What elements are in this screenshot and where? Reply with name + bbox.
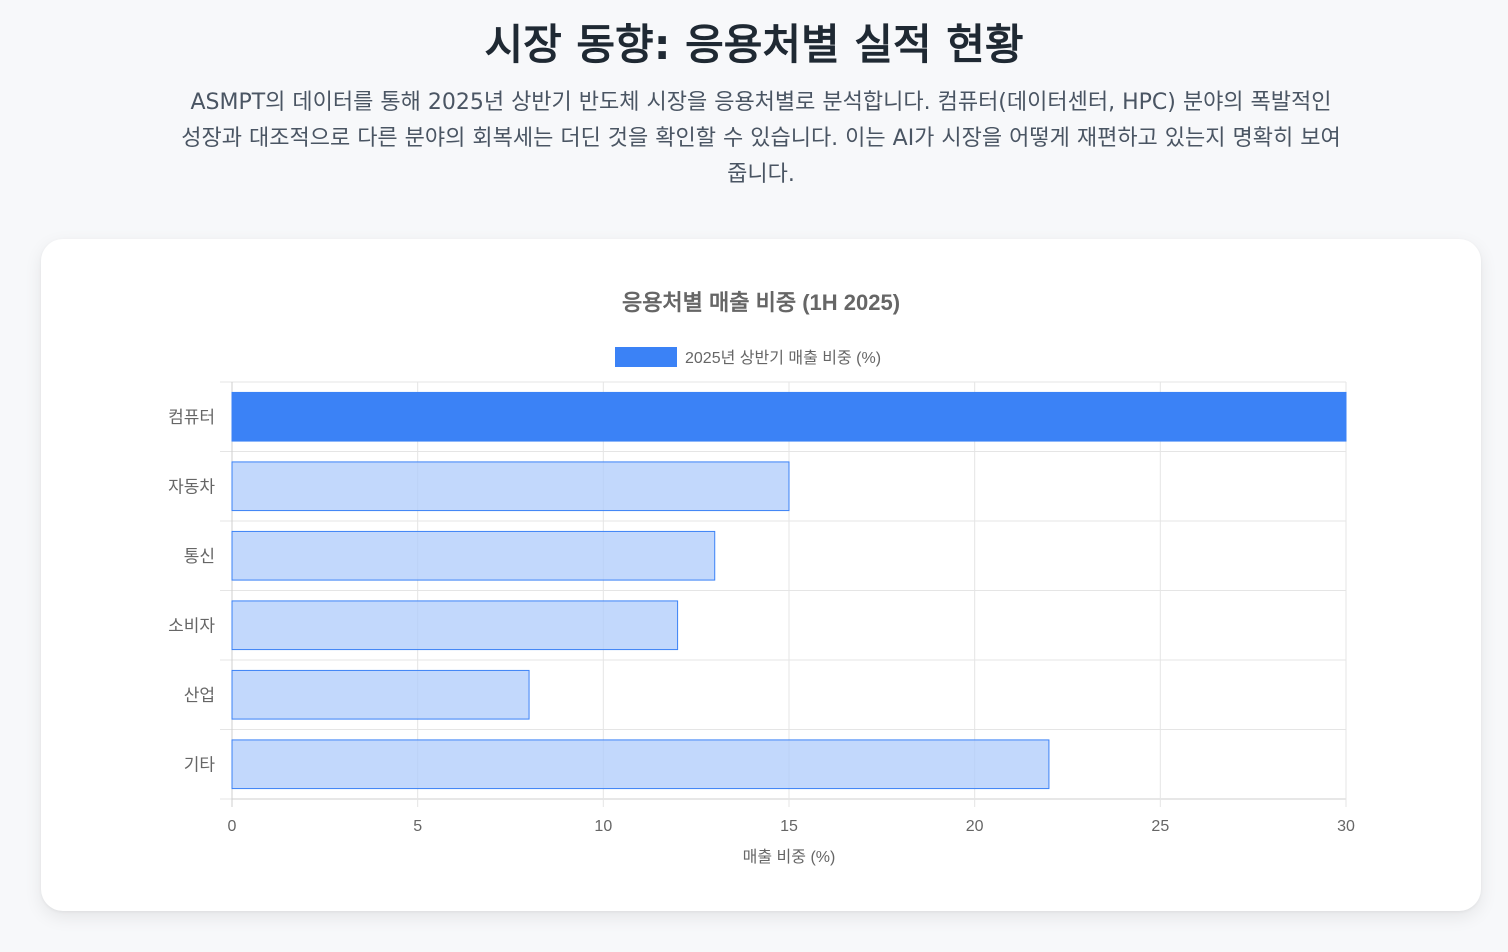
bars bbox=[231, 391, 1347, 790]
bar-5[interactable] bbox=[231, 739, 1050, 790]
legend-swatch bbox=[615, 347, 677, 367]
x-tick-label: 10 bbox=[594, 818, 612, 835]
bar-chart: 응용처별 매출 비중 (1H 2025) 2025년 상반기 매출 비중 (%)… bbox=[168, 290, 1355, 866]
chart-legend[interactable]: 2025년 상반기 매출 비중 (%) bbox=[615, 347, 881, 367]
y-tick-label: 자동차 bbox=[168, 477, 215, 496]
bar-2[interactable] bbox=[231, 530, 716, 581]
chart-title: 응용처별 매출 비중 (1H 2025) bbox=[622, 290, 900, 315]
y-tick-label: 기타 bbox=[184, 755, 216, 774]
bar-1[interactable] bbox=[231, 461, 790, 512]
page-description: ASMPT의 데이터를 통해 2025년 상반기 반도체 시장을 응용처별로 분… bbox=[181, 90, 1341, 187]
bar-0[interactable] bbox=[231, 391, 1347, 442]
x-axis-title: 매출 비중 (%) bbox=[743, 848, 836, 866]
y-tick-label: 산업 bbox=[184, 686, 215, 705]
x-tick-label: 30 bbox=[1337, 818, 1355, 835]
x-tick-label: 25 bbox=[1151, 818, 1169, 835]
legend-label: 2025년 상반기 매출 비중 (%) bbox=[685, 349, 881, 367]
y-tick-label: 컴퓨터 bbox=[168, 408, 215, 427]
grid-lines bbox=[220, 381, 1347, 807]
chart-card: 응용처별 매출 비중 (1H 2025) 2025년 상반기 매출 비중 (%)… bbox=[41, 239, 1481, 911]
x-tick-label: 5 bbox=[413, 818, 422, 835]
x-tick-label: 15 bbox=[780, 818, 798, 835]
x-tick-label: 0 bbox=[228, 818, 237, 835]
y-tick-label: 통신 bbox=[184, 547, 215, 566]
bar-3[interactable] bbox=[231, 600, 679, 651]
y-tick-label: 소비자 bbox=[168, 616, 215, 635]
x-axis-labels: 0 5 10 15 20 25 30 bbox=[228, 818, 1355, 835]
x-tick-label: 20 bbox=[966, 818, 984, 835]
bar-4[interactable] bbox=[231, 669, 530, 720]
page-title: 시장 동향: 응용처별 실적 현황 bbox=[484, 20, 1024, 69]
